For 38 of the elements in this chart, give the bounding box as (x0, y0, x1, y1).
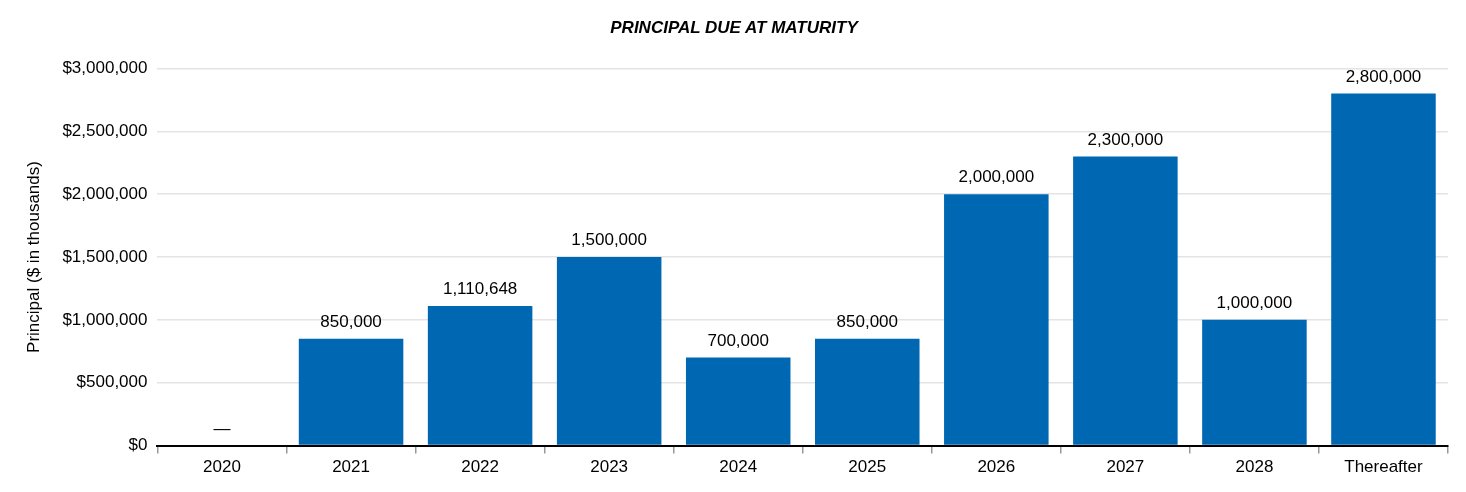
bar (1202, 319, 1307, 445)
data-label: 700,000 (707, 330, 769, 350)
data-label: 850,000 (836, 311, 898, 331)
y-tick-label: $500,000 (76, 372, 148, 392)
y-tick-label: $1,000,000 (62, 309, 148, 329)
bar (944, 194, 1049, 445)
bar (1073, 156, 1178, 445)
data-label: 2,000,000 (958, 167, 1035, 187)
y-tick-label: $1,500,000 (62, 246, 148, 266)
y-axis-title: Principal ($ in thousands) (23, 161, 43, 353)
x-tick-label: 2027 (1106, 457, 1145, 477)
x-tick-label: 2028 (1235, 457, 1274, 477)
data-label: — (213, 418, 231, 438)
bar (427, 305, 533, 445)
y-tick-label: $3,000,000 (62, 58, 148, 78)
data-label: 1,500,000 (571, 230, 647, 250)
bar (556, 257, 662, 445)
x-tick-label: 2025 (848, 457, 887, 477)
data-label: 1,110,648 (442, 279, 518, 299)
x-tick-label: 2021 (332, 457, 370, 477)
y-tick-label: $2,000,000 (62, 183, 148, 203)
data-label: 1,000,000 (1216, 293, 1293, 313)
bar (1331, 93, 1436, 445)
bar (685, 357, 791, 445)
x-tick-label: 2020 (203, 457, 241, 477)
y-tick-label: $0 (128, 435, 148, 455)
bar (815, 338, 920, 445)
x-tick-label: 2022 (461, 457, 500, 477)
y-tick-label: $2,500,000 (62, 120, 148, 140)
data-label: 850,000 (320, 311, 382, 331)
x-tick-label: Thereafter (1344, 457, 1424, 477)
data-label: 2,300,000 (1087, 129, 1164, 149)
x-tick-label: 2023 (590, 457, 629, 477)
x-tick-label: 2026 (977, 457, 1016, 477)
x-tick-label: 2024 (719, 457, 758, 477)
chart-title: PRINCIPAL DUE AT MATURITY (610, 17, 860, 37)
bar (298, 338, 404, 445)
data-label: 2,800,000 (1345, 66, 1422, 86)
